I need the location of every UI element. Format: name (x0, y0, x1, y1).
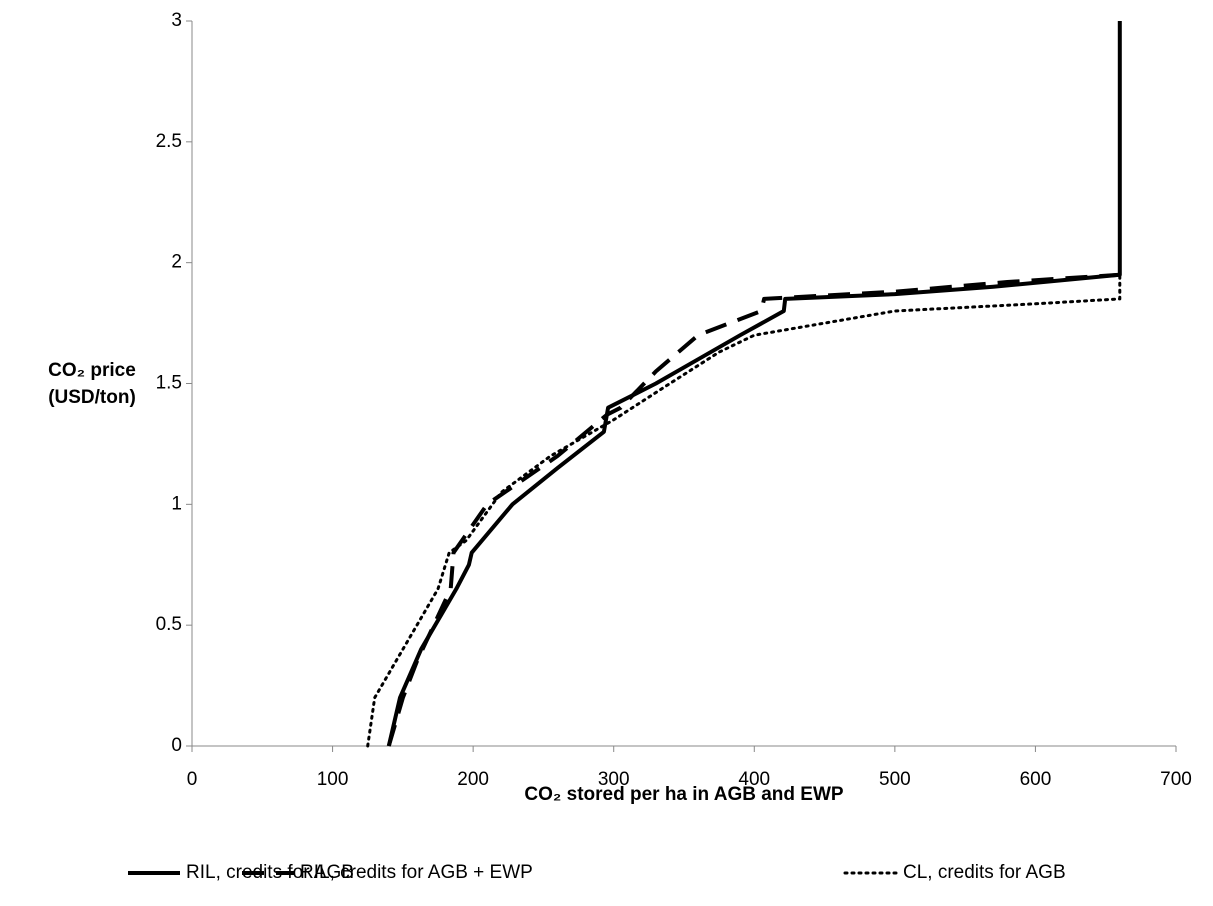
y-axis-label: CO₂ price (48, 360, 136, 381)
x-tick-label: 200 (457, 769, 489, 790)
series-line (386, 21, 1122, 747)
legend-label: RIL, credits for AGB + EWP (300, 862, 533, 883)
y-tick-label: 3 (171, 10, 182, 31)
series-line (386, 272, 1120, 747)
x-axis-label: CO₂ stored per ha in AGB and EWP (524, 784, 843, 805)
x-tick-label: 500 (879, 769, 911, 790)
x-tick-label: 100 (317, 769, 349, 790)
x-tick-label: 600 (1020, 769, 1052, 790)
series-line (366, 273, 1122, 748)
x-tick-label: 700 (1160, 769, 1192, 790)
y-tick-label: 2.5 (156, 131, 182, 152)
x-tick-label: 400 (738, 769, 770, 790)
x-tick-label: 0 (187, 769, 198, 790)
x-tick-label: 300 (598, 769, 630, 790)
y-tick-label: 0.5 (156, 614, 182, 635)
y-tick-label: 1 (171, 493, 182, 514)
legend-label: CL, credits for AGB (903, 862, 1066, 883)
y-tick-label: 1.5 (156, 373, 182, 394)
y-tick-label: 0 (171, 735, 182, 756)
legend-label: RIL, credits for AGB (186, 862, 354, 883)
y-tick-label: 2 (171, 252, 182, 273)
y-axis-label: (USD/ton) (48, 387, 136, 408)
